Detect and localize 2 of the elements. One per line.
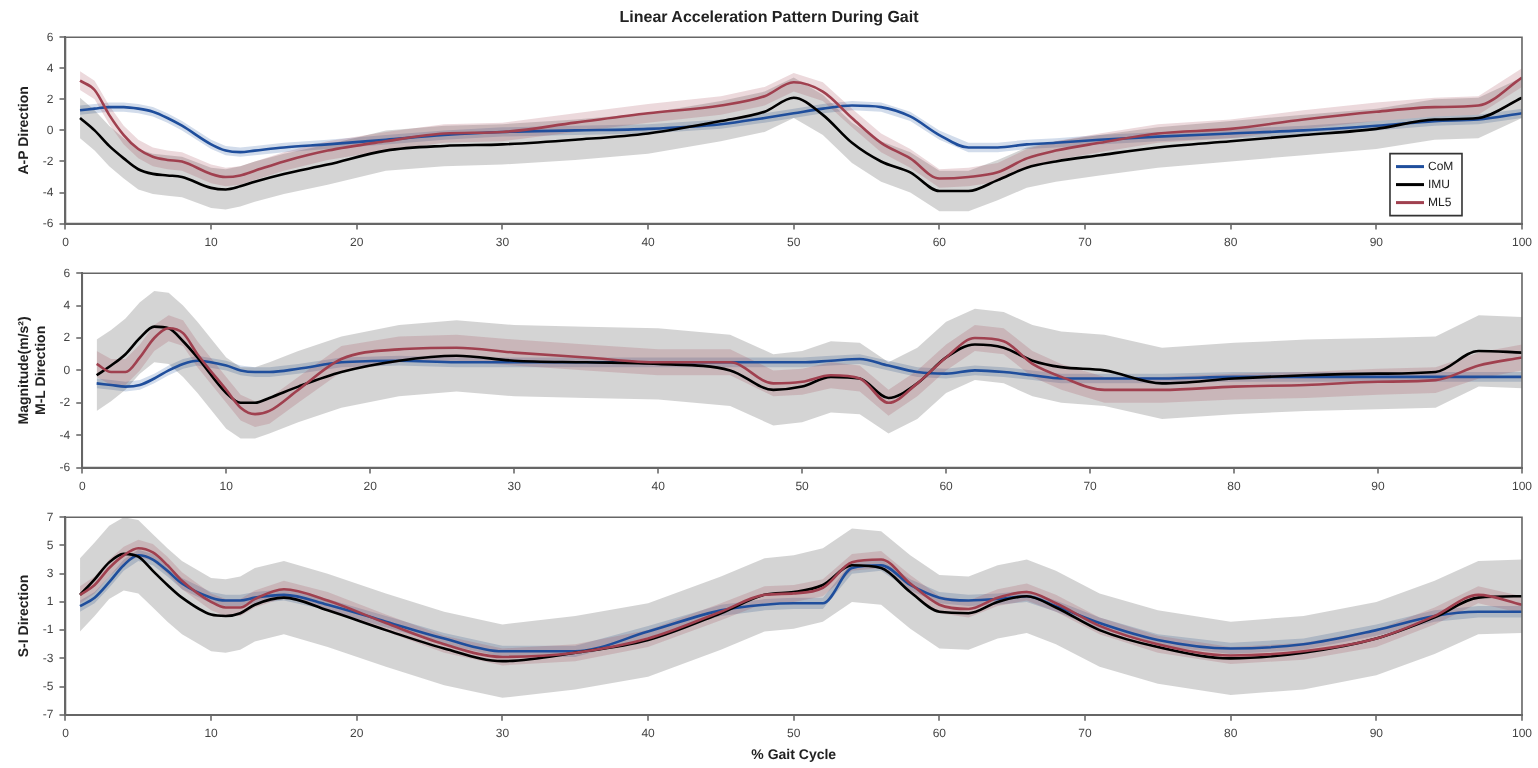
line-series: [78, 96, 1522, 193]
chart-title: Linear Acceleration Pattern During Gait: [619, 8, 920, 27]
